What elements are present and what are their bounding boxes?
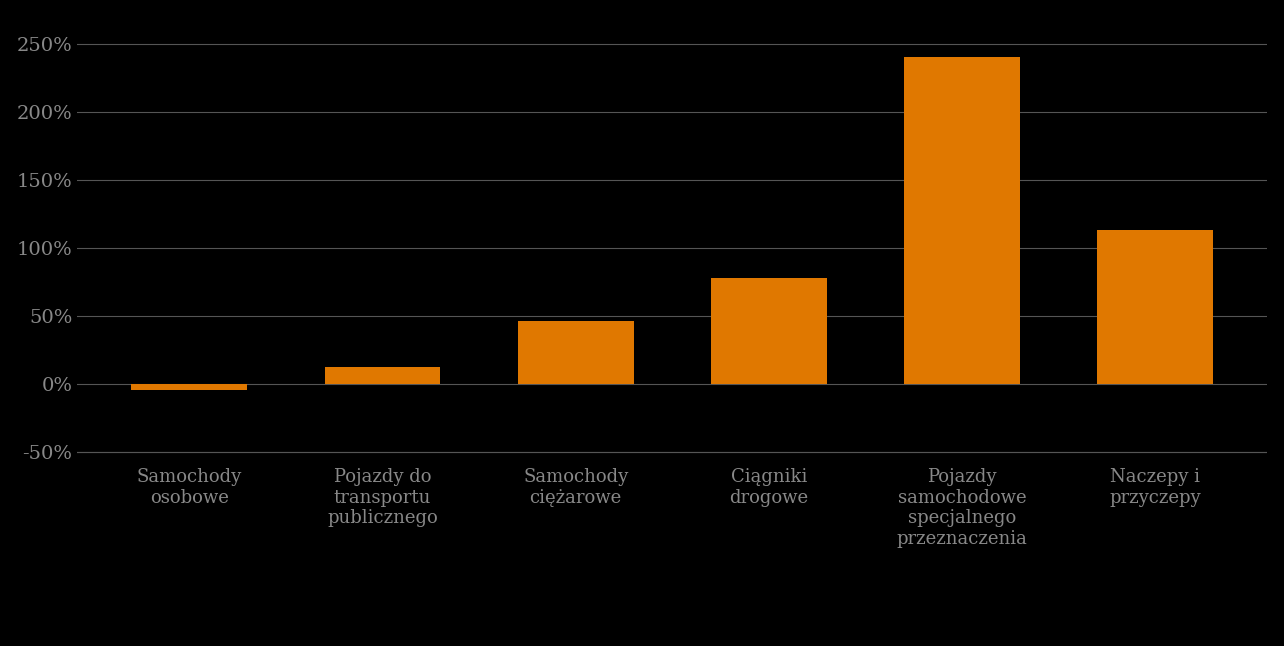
Bar — [131, 384, 248, 390]
Bar — [711, 278, 827, 384]
Bar — [904, 57, 1019, 384]
Bar — [325, 368, 440, 384]
Bar — [517, 321, 634, 384]
Text: Samochody
osobowe: Samochody osobowe — [136, 468, 241, 506]
Bar — [1098, 230, 1213, 384]
Text: Samochody
ciężarowe: Samochody ciężarowe — [523, 468, 628, 506]
Text: Pojazdy
samochodowe
specjalnego
przeznaczenia: Pojazdy samochodowe specjalnego przeznac… — [896, 468, 1027, 548]
Text: Ciągniki
drogowe: Ciągniki drogowe — [729, 468, 809, 506]
Text: Pojazdy do
transportu
publicznego: Pojazdy do transportu publicznego — [327, 468, 438, 527]
Text: Naczepy i
przyczepy: Naczepy i przyczepy — [1109, 468, 1201, 506]
